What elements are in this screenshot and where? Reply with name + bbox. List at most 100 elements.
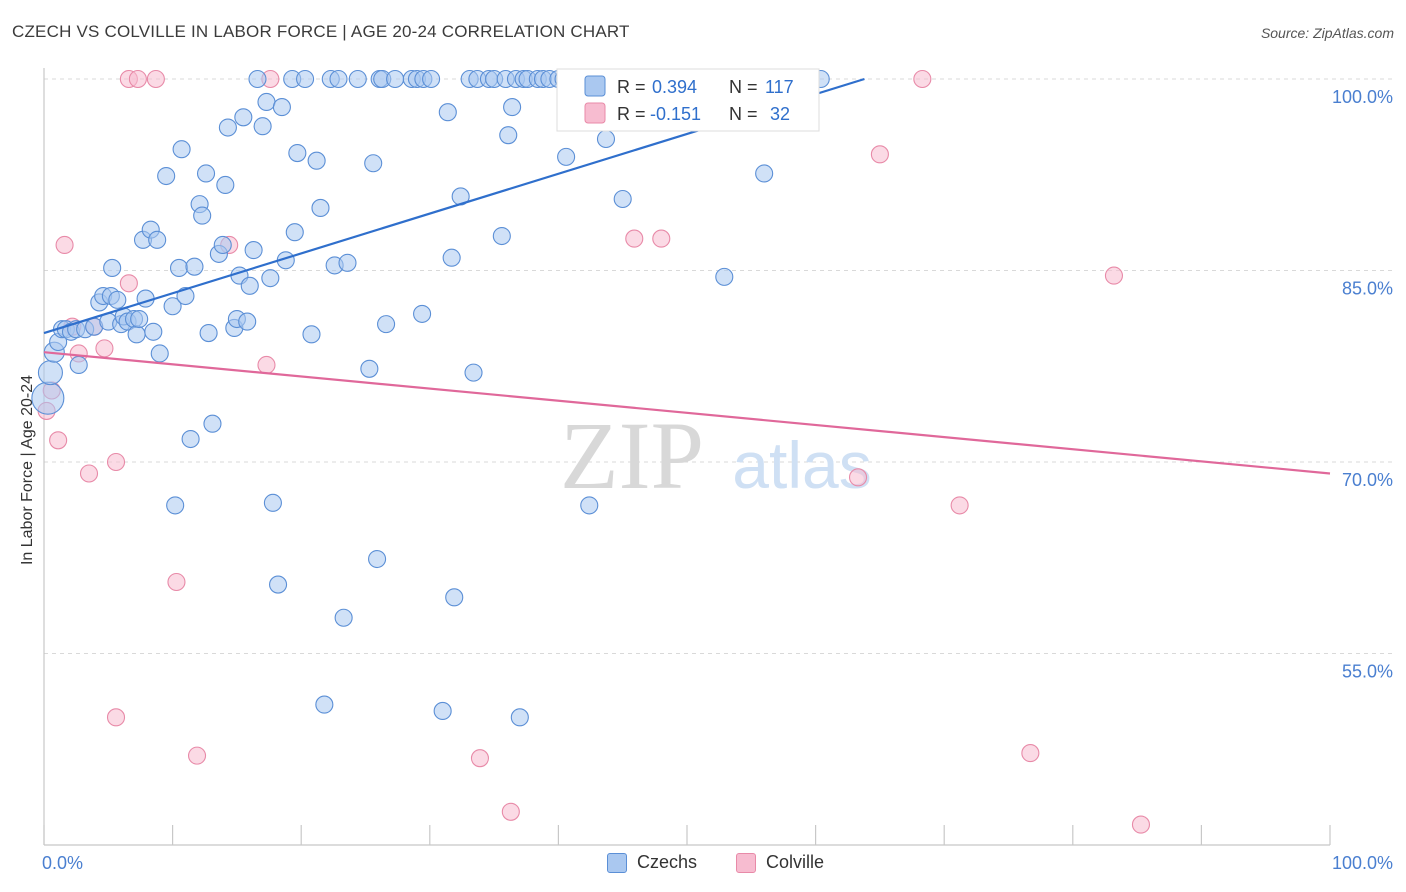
- colville-point: [652, 229, 671, 248]
- czechs-point: [150, 344, 169, 363]
- legend-item-colville: Colville: [736, 852, 824, 873]
- czechs-point: [238, 312, 257, 331]
- czechs-point: [503, 98, 522, 117]
- colville-point: [1104, 266, 1124, 285]
- czechs-point: [377, 315, 396, 334]
- czechs-point: [108, 290, 127, 309]
- czechs-point: [248, 69, 267, 89]
- czechs-point: [596, 129, 616, 149]
- colville-point: [187, 746, 207, 765]
- czechs-point: [296, 69, 315, 89]
- czechs-point: [368, 549, 387, 569]
- legend-label-colville: Colville: [766, 852, 825, 872]
- y-tick-label-0: 55.0%: [1342, 662, 1393, 682]
- czechs-point: [334, 608, 353, 627]
- colville-point: [950, 496, 969, 515]
- czechs-point: [269, 575, 288, 594]
- czechs-point: [307, 151, 326, 170]
- colville-point: [848, 468, 868, 487]
- czechs-point: [130, 309, 149, 329]
- colville-swatch: [584, 102, 606, 124]
- colville-point: [501, 802, 520, 821]
- czechs-point: [613, 189, 632, 209]
- czechs-point: [240, 276, 259, 295]
- stats-legend: R = 0.394 N = 117 R = -0.151 N = 32: [556, 68, 820, 132]
- czechs-point: [213, 235, 232, 255]
- czechs-point: [715, 267, 734, 286]
- czechs-point: [257, 92, 276, 112]
- y-tick-label-3: 100.0%: [1332, 87, 1393, 107]
- czechs-point: [148, 230, 167, 249]
- czechs-point: [261, 269, 280, 288]
- czechs-point: [755, 164, 774, 183]
- czechs-point: [302, 325, 321, 344]
- colville-n-label: N =: [729, 104, 758, 124]
- bottom-legend: Czechs Colville: [0, 852, 1406, 878]
- czechs-point: [127, 325, 146, 344]
- czechs-point: [580, 496, 599, 515]
- y-axis-label: In Labor Force | Age 20-24: [19, 374, 36, 566]
- y-tick-label-1: 70.0%: [1342, 470, 1393, 490]
- czechs-point: [422, 69, 441, 89]
- czechs-point: [37, 360, 63, 386]
- colville-r-value: -0.151: [650, 104, 701, 124]
- czechs-point: [169, 258, 189, 277]
- colville-point: [128, 69, 147, 89]
- czechs-point: [216, 175, 235, 195]
- colville-point: [79, 464, 99, 483]
- czechs-n-value: 117: [765, 77, 794, 97]
- colville-point: [49, 431, 68, 450]
- czechs-point: [203, 414, 222, 433]
- czechs-point: [386, 69, 405, 89]
- axes-layer: [43, 68, 1331, 846]
- czechs-point: [438, 103, 457, 122]
- czechs-point: [218, 118, 237, 137]
- colville-trend-line: [43, 351, 1331, 475]
- watermark-zip: ZIP: [560, 402, 704, 509]
- colville-point: [470, 749, 490, 768]
- czechs-point: [253, 117, 272, 136]
- colville-point: [119, 274, 138, 293]
- czechs-point: [364, 154, 383, 173]
- tick-labels: 55.0% 70.0% 85.0% 100.0% 0.0% 100.0%: [42, 87, 1393, 873]
- czechs-point: [315, 695, 334, 714]
- czechs-point: [360, 359, 379, 378]
- colville-r-label: R =: [617, 104, 646, 124]
- grid-layer: [44, 78, 1395, 654]
- czechs-points: [31, 69, 830, 727]
- x-tick-label-1: 100.0%: [1332, 853, 1393, 873]
- chart-title: CZECH VS COLVILLE IN LABOR FORCE | AGE 2…: [12, 22, 630, 41]
- czechs-point: [348, 69, 367, 89]
- czechs-point: [244, 241, 263, 260]
- colville-point: [106, 708, 126, 727]
- watermark: ZIP atlas: [560, 402, 872, 509]
- legend-swatch-colville: [736, 852, 756, 873]
- y-tick-label-2: 85.0%: [1342, 279, 1393, 299]
- czechs-point: [557, 147, 576, 166]
- czechs-point: [172, 140, 191, 159]
- watermark-atlas: atlas: [732, 428, 871, 502]
- czechs-r-label: R =: [617, 77, 646, 97]
- colville-point: [167, 572, 186, 592]
- czechs-point: [285, 223, 304, 242]
- colville-point: [625, 229, 644, 248]
- czechs-point: [185, 257, 204, 276]
- colville-point: [257, 355, 276, 375]
- czechs-point: [272, 98, 291, 117]
- czechs-point: [413, 304, 432, 323]
- czechs-point: [499, 126, 518, 145]
- colville-point: [106, 452, 126, 472]
- colville-n-value: 32: [770, 104, 790, 124]
- czechs-point: [338, 253, 357, 272]
- czechs-point: [103, 258, 122, 277]
- czechs-point: [157, 166, 176, 186]
- czechs-point: [199, 324, 218, 343]
- legend-item-czechs: Czechs: [607, 852, 697, 873]
- czechs-point: [464, 363, 483, 382]
- source-label: Source: ZipAtlas.com: [1260, 25, 1394, 41]
- legend-swatch-czechs: [607, 852, 627, 873]
- colville-point: [1021, 744, 1040, 763]
- czechs-point: [288, 143, 307, 163]
- czechs-r-value: 0.394: [652, 77, 697, 97]
